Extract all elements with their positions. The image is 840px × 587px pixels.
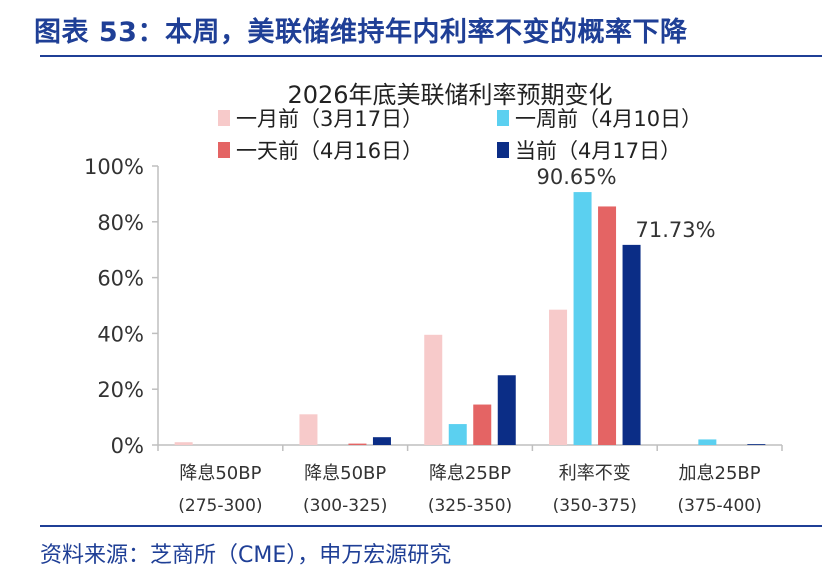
x-tick-sublabel: (300-325) [303,496,387,516]
x-tick-sublabel: (275-300) [178,496,262,516]
y-tick-label: 80% [97,211,144,235]
y-tick-label: 60% [97,267,144,291]
y-tick-label: 100% [84,155,144,179]
legend-swatch [497,110,509,126]
legend-swatch [497,142,509,158]
bar [549,309,568,445]
bars [174,192,766,445]
x-tick-sublabel: (350-375) [553,496,637,516]
x-tick-label: 降息50BP [304,463,386,484]
x-tick-sublabel: (375-400) [677,496,761,516]
bar [747,444,766,445]
y-axis: 0% 20% 40% 60% 80% 100% [84,155,159,458]
source-note: 资料来源：芝商所（CME），申万宏源研究 [40,543,452,568]
bar [622,244,641,445]
bar [573,192,592,445]
x-tick-sublabel: (325-350) [428,496,512,516]
legend-label: 一天前（4月16日） [236,139,423,163]
bar [299,414,318,445]
data-label: 90.65% [537,165,617,189]
bar [448,424,467,445]
y-tick-label: 20% [97,378,144,402]
legend-label: 一周前（4月10日） [515,107,702,131]
data-label: 71.73% [636,218,716,242]
source-divider [40,525,822,527]
legend-swatch [218,142,230,158]
x-tick-label: 降息25BP [429,463,511,484]
bar [497,375,516,445]
legend: 一月前（3月17日） 一周前（4月10日） 一天前（4月16日） 当前（4月17日） [218,107,702,163]
bar [174,442,193,445]
legend-label: 当前（4月17日） [515,139,681,163]
x-tick-label: 利率不变 [559,463,631,484]
legend-label: 一月前（3月17日） [236,107,423,131]
bar [424,334,443,445]
bar [598,206,617,445]
bar [473,404,492,445]
figure-title: 图表 53：本周，美联储维持年内利率不变的概率下降 [34,17,688,48]
x-tick-label: 降息50BP [179,463,261,484]
annotations: 90.65% 71.73% [537,165,716,242]
chart-title: 2026年底美联储利率预期变化 [287,81,612,109]
title-divider [40,55,822,57]
y-tick-label: 40% [97,322,144,346]
x-axis: 降息50BP (275-300) 降息50BP (300-325) 降息25BP (325… [157,444,783,516]
bar [698,439,717,445]
legend-swatch [218,110,230,126]
bar [348,443,367,445]
bar [372,437,391,445]
x-tick-label: 加息25BP [679,463,761,484]
y-tick-label: 0% [111,434,144,458]
